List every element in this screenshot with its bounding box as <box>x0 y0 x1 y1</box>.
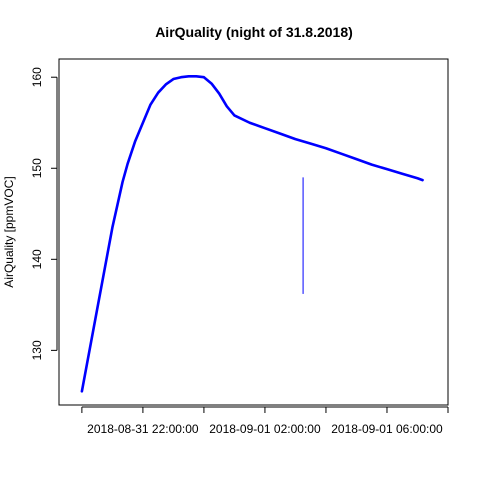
y-axis: 130 140 150 160 <box>30 67 58 360</box>
y-tick-label: 130 <box>30 340 44 360</box>
y-tick-label: 160 <box>30 67 44 87</box>
chart-title: AirQuality (night of 31.8.2018) <box>155 24 353 40</box>
plot-area <box>58 58 449 406</box>
series-line <box>80 75 424 393</box>
x-tick-label: 2018-09-01 02:00:00 <box>209 422 321 436</box>
y-tick-label: 140 <box>30 249 44 269</box>
plot-frame <box>58 58 449 406</box>
x-tick-label: 2018-08-31 22:00:00 <box>87 422 199 436</box>
x-axis: 2018-08-31 22:00:00 2018-09-01 02:00:00 20… <box>81 406 449 436</box>
series-layer <box>80 75 424 393</box>
y-tick-label: 150 <box>30 158 44 178</box>
x-tick-label: 2018-09-01 06:00:00 <box>331 422 443 436</box>
y-axis-label: AirQuality [ppmVOC] <box>2 176 16 287</box>
